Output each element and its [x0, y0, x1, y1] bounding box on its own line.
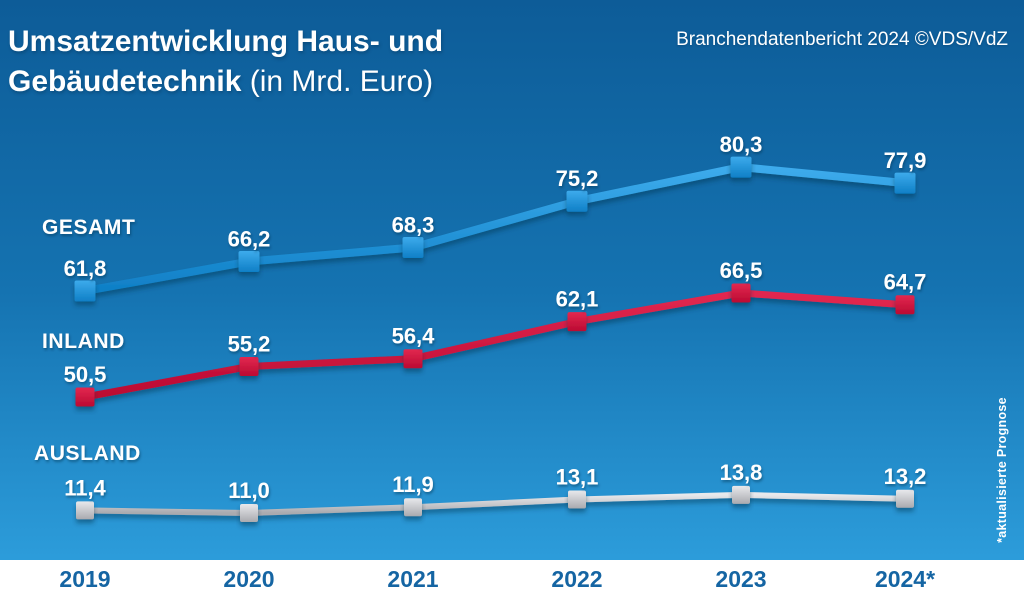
- value-label-inland-2024*: 64,7: [884, 270, 927, 295]
- marker-gesamt-2019: [74, 280, 96, 302]
- marker-inland-2024*: [895, 295, 915, 315]
- value-label-ausland-2020: 11,0: [228, 478, 270, 503]
- marker-gesamt-2024*: [894, 172, 916, 194]
- marker-ausland-2024*: [896, 489, 914, 508]
- chart-title-line1: Umsatzentwicklung Haus- und: [8, 25, 444, 58]
- marker-ausland-2021: [404, 498, 422, 517]
- marker-inland-2020: [239, 357, 259, 376]
- value-label-gesamt-2021: 68,3: [392, 213, 435, 238]
- value-label-gesamt-2019: 61,8: [64, 256, 107, 281]
- footnote-prognose: *aktualisierte Prognose: [995, 397, 1009, 543]
- chart-title-line2-bold: Gebäudetechnik: [8, 65, 242, 98]
- series-line-inland: [84, 289, 906, 401]
- value-label-ausland-2022: 13,1: [556, 465, 599, 490]
- marker-gesamt-2021: [402, 237, 424, 258]
- marker-inland-2019: [75, 387, 95, 407]
- marker-ausland-2019: [76, 501, 94, 520]
- value-label-ausland-2024*: 13,2: [884, 464, 927, 489]
- marker-ausland-2022: [568, 490, 586, 509]
- marker-gesamt-2022: [566, 190, 588, 212]
- series-label-gesamt: GESAMT: [42, 216, 135, 239]
- value-label-gesamt-2023: 80,3: [720, 132, 763, 157]
- marker-gesamt-2020: [238, 251, 260, 272]
- marker-inland-2021: [403, 349, 423, 369]
- value-label-inland-2021: 56,4: [392, 324, 436, 349]
- x-axis-label-2023: 2023: [715, 566, 767, 592]
- value-label-ausland-2023: 13,8: [720, 460, 763, 485]
- series-label-inland: INLAND: [42, 330, 125, 353]
- value-label-inland-2022: 62,1: [556, 287, 599, 312]
- x-axis-label-2019: 2019: [59, 566, 111, 592]
- value-label-gesamt-2022: 75,2: [556, 166, 599, 191]
- value-label-ausland-2019: 11,4: [64, 475, 106, 500]
- value-label-inland-2020: 55,2: [228, 332, 271, 357]
- x-axis-label-2024: 2024*: [874, 566, 936, 592]
- marker-ausland-2020: [240, 504, 258, 522]
- marker-gesamt-2023: [730, 156, 752, 178]
- series-line-gesamt: [84, 163, 906, 295]
- x-axis-label-2020: 2020: [223, 566, 275, 592]
- chart-title: Umsatzentwicklung Haus- und Gebäudetechn…: [8, 22, 443, 102]
- marker-ausland-2023: [732, 485, 750, 504]
- series-label-ausland: AUSLAND: [34, 442, 141, 465]
- series-line-ausland: [84, 491, 906, 516]
- value-label-inland-2023: 66,5: [720, 258, 763, 283]
- marker-inland-2022: [567, 312, 587, 332]
- value-label-gesamt-2024*: 77,9: [884, 148, 927, 173]
- value-label-inland-2019: 50,5: [64, 362, 107, 387]
- source-credit: Branchendatenbericht 2024 ©VDS/VdZ: [676, 29, 1008, 50]
- chart-title-line2-unit: (in Mrd. Euro): [249, 65, 434, 98]
- value-label-ausland-2021: 11,9: [392, 472, 434, 497]
- marker-inland-2023: [731, 283, 751, 303]
- value-label-gesamt-2020: 66,2: [228, 227, 271, 252]
- x-axis-label-2021: 2021: [387, 566, 439, 592]
- x-axis-label-2022: 2022: [551, 566, 603, 592]
